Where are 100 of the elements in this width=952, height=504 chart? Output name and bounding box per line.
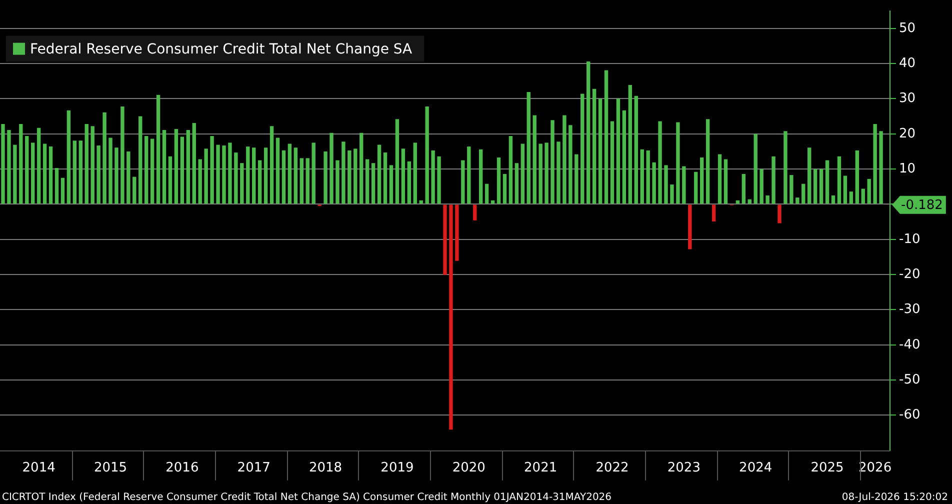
bar: [473, 204, 477, 220]
bar: [819, 169, 824, 204]
bar: [586, 61, 590, 204]
annotation: -0.182: [901, 198, 943, 214]
bar: [234, 152, 238, 204]
bar: [60, 178, 65, 204]
bar: [598, 98, 602, 204]
bar: [538, 144, 542, 204]
bar: [706, 119, 710, 204]
bar: [132, 176, 136, 204]
bar: [879, 131, 883, 204]
bar: [90, 126, 94, 204]
bar: [849, 192, 854, 204]
bar: [395, 119, 400, 204]
bar: [604, 70, 608, 204]
bar: [84, 124, 88, 204]
x-tick-label: 2014: [22, 460, 56, 476]
bar: [867, 178, 871, 204]
bar: [742, 174, 746, 204]
bar: [496, 157, 501, 204]
x-tick-label: 2026: [858, 460, 892, 476]
bar: [640, 149, 644, 204]
bar: [54, 168, 59, 204]
x-tick-label: 2020: [452, 460, 486, 476]
bar: [377, 144, 382, 204]
bar: [766, 195, 770, 204]
bar: [843, 176, 848, 204]
bar: [437, 156, 441, 204]
bar: [574, 154, 578, 204]
text: 08-Jul-2026 15:20:02: [842, 492, 948, 503]
bar: [802, 184, 806, 204]
bar: [66, 110, 71, 204]
y-tick-label: 50: [899, 20, 916, 36]
bar: [42, 144, 47, 204]
bar: [831, 195, 836, 204]
bar: [873, 124, 877, 204]
bar: [282, 150, 286, 204]
bar: [646, 150, 650, 204]
y-tick-label: -30: [899, 302, 920, 318]
bar: [580, 94, 584, 204]
x-tick-label: 2024: [739, 460, 772, 476]
bar: [467, 146, 471, 204]
bar: [550, 120, 554, 204]
bar: [455, 204, 459, 261]
bar: [837, 156, 842, 204]
bar: [568, 125, 572, 204]
bar: [13, 144, 17, 204]
bar: [855, 150, 859, 204]
bar: [312, 142, 316, 204]
bar: [562, 115, 566, 204]
bar: [138, 116, 142, 204]
bar: [622, 110, 626, 204]
bar: [514, 163, 519, 204]
bar: [700, 157, 704, 204]
y-tick-label: -10: [899, 232, 920, 247]
bar: [348, 150, 352, 204]
bar: [754, 134, 758, 204]
bar: [366, 159, 370, 204]
bar: [484, 184, 489, 204]
bar: [634, 96, 638, 204]
y-tick-label: -50: [899, 372, 920, 388]
bar: [443, 204, 447, 275]
bar: [31, 142, 35, 204]
bar: [449, 204, 453, 430]
bar: [401, 148, 406, 204]
bar: [760, 169, 764, 204]
bar: [772, 156, 776, 204]
bar: [186, 130, 190, 204]
bar: [724, 159, 728, 204]
y-tick-label: -20: [899, 266, 920, 282]
bar: [461, 160, 465, 204]
bar: [784, 131, 788, 204]
bar: [198, 159, 202, 204]
bar: [36, 128, 41, 204]
y-tick-label: 10: [899, 161, 916, 176]
bar: [610, 121, 614, 204]
bar: [389, 165, 394, 204]
bar: [658, 121, 662, 204]
bar: [204, 148, 208, 204]
bar: [144, 136, 148, 204]
bar: [790, 175, 794, 204]
bar: [294, 148, 298, 204]
bar: [240, 163, 244, 204]
text: CICRTOT Index (Federal Reserve Consumer Credit Total Net Change SA) Consumer Credit Monthly 01JAN2014-31MAY2026: [2, 492, 612, 503]
bar: [431, 150, 435, 204]
bar: [682, 166, 686, 204]
bar: [520, 144, 525, 204]
bar: [306, 158, 310, 204]
x-tick-label: 2019: [380, 460, 414, 476]
bar: [258, 160, 262, 204]
bar: [156, 94, 160, 204]
bar: [162, 130, 166, 204]
bar: [300, 158, 304, 204]
bar: [526, 92, 530, 204]
y-tick-label: 40: [899, 56, 916, 71]
x-tick-label: 2025: [810, 460, 844, 476]
bar: [78, 140, 82, 204]
bar: [796, 198, 800, 204]
bar: [246, 146, 250, 204]
bar: [688, 204, 692, 250]
